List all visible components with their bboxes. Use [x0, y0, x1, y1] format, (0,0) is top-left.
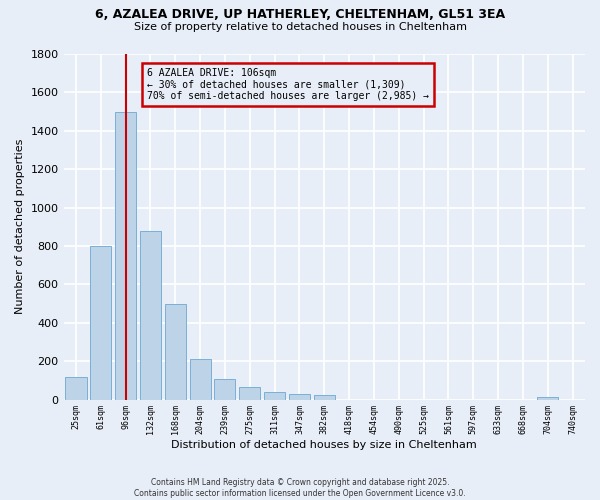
Bar	[90, 246, 112, 400]
Bar	[65, 376, 86, 400]
Bar	[239, 387, 260, 400]
Bar	[140, 230, 161, 400]
Bar	[289, 394, 310, 400]
Bar	[264, 392, 285, 400]
Y-axis label: Number of detached properties: Number of detached properties	[15, 139, 25, 314]
Text: Contains HM Land Registry data © Crown copyright and database right 2025.
Contai: Contains HM Land Registry data © Crown c…	[134, 478, 466, 498]
Text: Size of property relative to detached houses in Cheltenham: Size of property relative to detached ho…	[133, 22, 467, 32]
Bar	[165, 304, 186, 400]
Bar	[190, 360, 211, 400]
Bar	[214, 380, 235, 400]
Bar	[115, 112, 136, 400]
X-axis label: Distribution of detached houses by size in Cheltenham: Distribution of detached houses by size …	[172, 440, 477, 450]
Text: 6, AZALEA DRIVE, UP HATHERLEY, CHELTENHAM, GL51 3EA: 6, AZALEA DRIVE, UP HATHERLEY, CHELTENHA…	[95, 8, 505, 20]
Bar	[314, 395, 335, 400]
Text: 6 AZALEA DRIVE: 106sqm
← 30% of detached houses are smaller (1,309)
70% of semi-: 6 AZALEA DRIVE: 106sqm ← 30% of detached…	[147, 68, 429, 101]
Bar	[537, 396, 559, 400]
